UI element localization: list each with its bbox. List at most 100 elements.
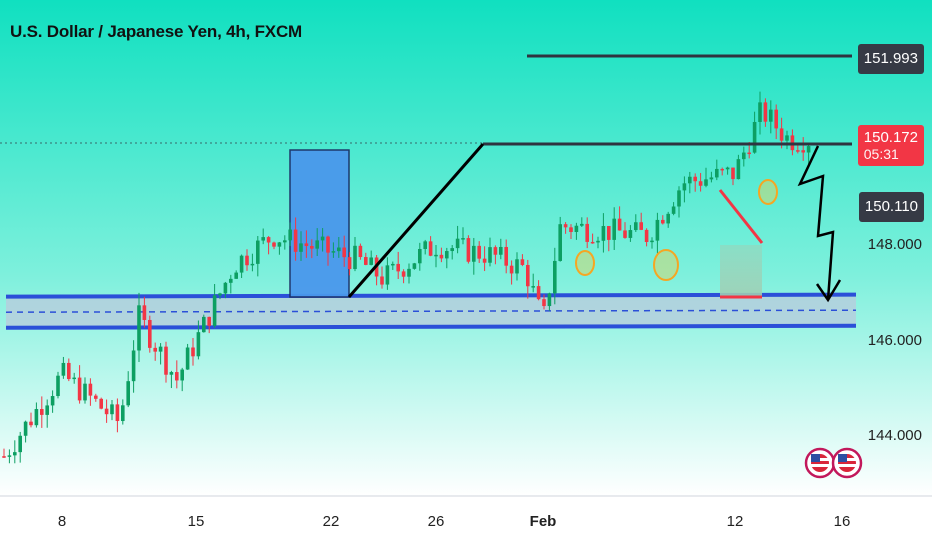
candle-down	[293, 229, 298, 252]
candle-down	[504, 246, 508, 266]
candle-down	[693, 176, 697, 182]
candle-up	[472, 245, 476, 262]
candle-up	[121, 405, 125, 422]
drop-zone-fill	[720, 245, 762, 297]
candle-up	[212, 295, 217, 326]
chart-title: U.S. Dollar / Japanese Yen, 4h, FXCM	[10, 22, 302, 41]
x-tick-label: 12	[726, 513, 744, 530]
candle-down	[763, 102, 768, 122]
candle-up	[499, 246, 503, 255]
candle-down	[585, 223, 589, 242]
price-tag-current: 150.172 05:31	[857, 125, 924, 166]
candle-up	[515, 259, 519, 274]
y-tick-label: 144.000	[867, 427, 922, 444]
candle-up	[169, 372, 174, 375]
current-price-label: 150.172	[863, 129, 918, 146]
projection-arrow-head	[815, 279, 842, 303]
candle-up	[315, 240, 319, 249]
candle-up	[612, 218, 616, 240]
candle-down	[364, 257, 368, 265]
candle-up	[261, 237, 265, 241]
candle-up	[256, 240, 260, 264]
support-band-top-line	[5, 292, 857, 299]
candle-down	[153, 347, 157, 352]
candle-down	[99, 398, 103, 409]
candle-up	[131, 350, 136, 382]
x-tick-label: Feb	[529, 513, 557, 530]
candle-up	[407, 268, 411, 277]
candle-down	[747, 152, 751, 155]
candle-down	[542, 299, 546, 307]
candle-up	[455, 238, 460, 249]
highlight-circle	[758, 179, 778, 205]
candle-down	[801, 150, 805, 153]
candle-up	[283, 240, 287, 243]
candle-up	[196, 332, 201, 357]
candle-down	[639, 222, 643, 230]
x-tick-label: 22	[322, 513, 340, 530]
candle-down	[779, 128, 784, 141]
candle-down	[266, 237, 271, 243]
candle-up	[331, 251, 336, 253]
candle-down	[88, 383, 93, 396]
candle-up	[488, 247, 492, 263]
candle-down	[428, 241, 433, 256]
candle-up	[769, 109, 773, 122]
candle-down	[661, 219, 665, 224]
candle-down	[2, 456, 6, 458]
candle-up	[634, 222, 638, 231]
candle-up	[596, 240, 600, 243]
candle-up	[180, 369, 184, 381]
price-tag-level-mid: 150.110	[858, 192, 924, 222]
candle-down	[94, 395, 98, 399]
us-flag-icon	[838, 464, 856, 467]
candle-up	[110, 404, 114, 415]
candle-down	[342, 247, 346, 258]
candle-up	[758, 102, 762, 122]
candle-down	[380, 276, 384, 285]
candle-up	[450, 248, 454, 252]
candle-up	[418, 248, 422, 264]
candle-down	[569, 227, 573, 233]
candle-down	[175, 372, 179, 381]
candle-down	[477, 245, 481, 259]
candle-down	[272, 242, 276, 247]
candle-down	[396, 263, 400, 272]
support-band-fill	[6, 296, 856, 328]
candle-down	[774, 109, 778, 129]
support-band-midline	[5, 309, 857, 313]
candle-up	[547, 293, 552, 307]
projection-arrow-path	[797, 145, 835, 301]
candle-up	[682, 183, 687, 191]
candle-up	[34, 409, 39, 426]
candle-up	[715, 168, 719, 178]
candle-up	[655, 219, 660, 241]
candle-up	[709, 177, 714, 180]
us-flag-icon	[838, 454, 847, 462]
candle-up	[742, 152, 746, 160]
candle-down	[326, 236, 330, 253]
candle-down	[310, 245, 314, 249]
candle-up	[553, 260, 557, 294]
candle-down	[245, 255, 249, 266]
x-tick-label: 8	[57, 513, 67, 530]
candle-down	[482, 258, 487, 263]
x-tick-label: 16	[833, 513, 851, 530]
candle-up	[23, 421, 28, 436]
candle-up	[434, 254, 438, 257]
candle-down	[466, 238, 471, 262]
candle-up	[725, 167, 730, 170]
highlight-circle	[575, 250, 595, 276]
candle-up	[320, 236, 325, 241]
candle-up	[445, 251, 449, 259]
candle-down	[29, 421, 33, 426]
candle-up	[704, 179, 708, 186]
candle-up	[671, 206, 676, 214]
candle-down	[401, 271, 406, 277]
us-flag-icon	[811, 464, 829, 467]
candle-down	[142, 305, 147, 320]
candle-up	[288, 229, 292, 241]
candle-down	[563, 224, 568, 228]
zone-box	[289, 149, 350, 298]
